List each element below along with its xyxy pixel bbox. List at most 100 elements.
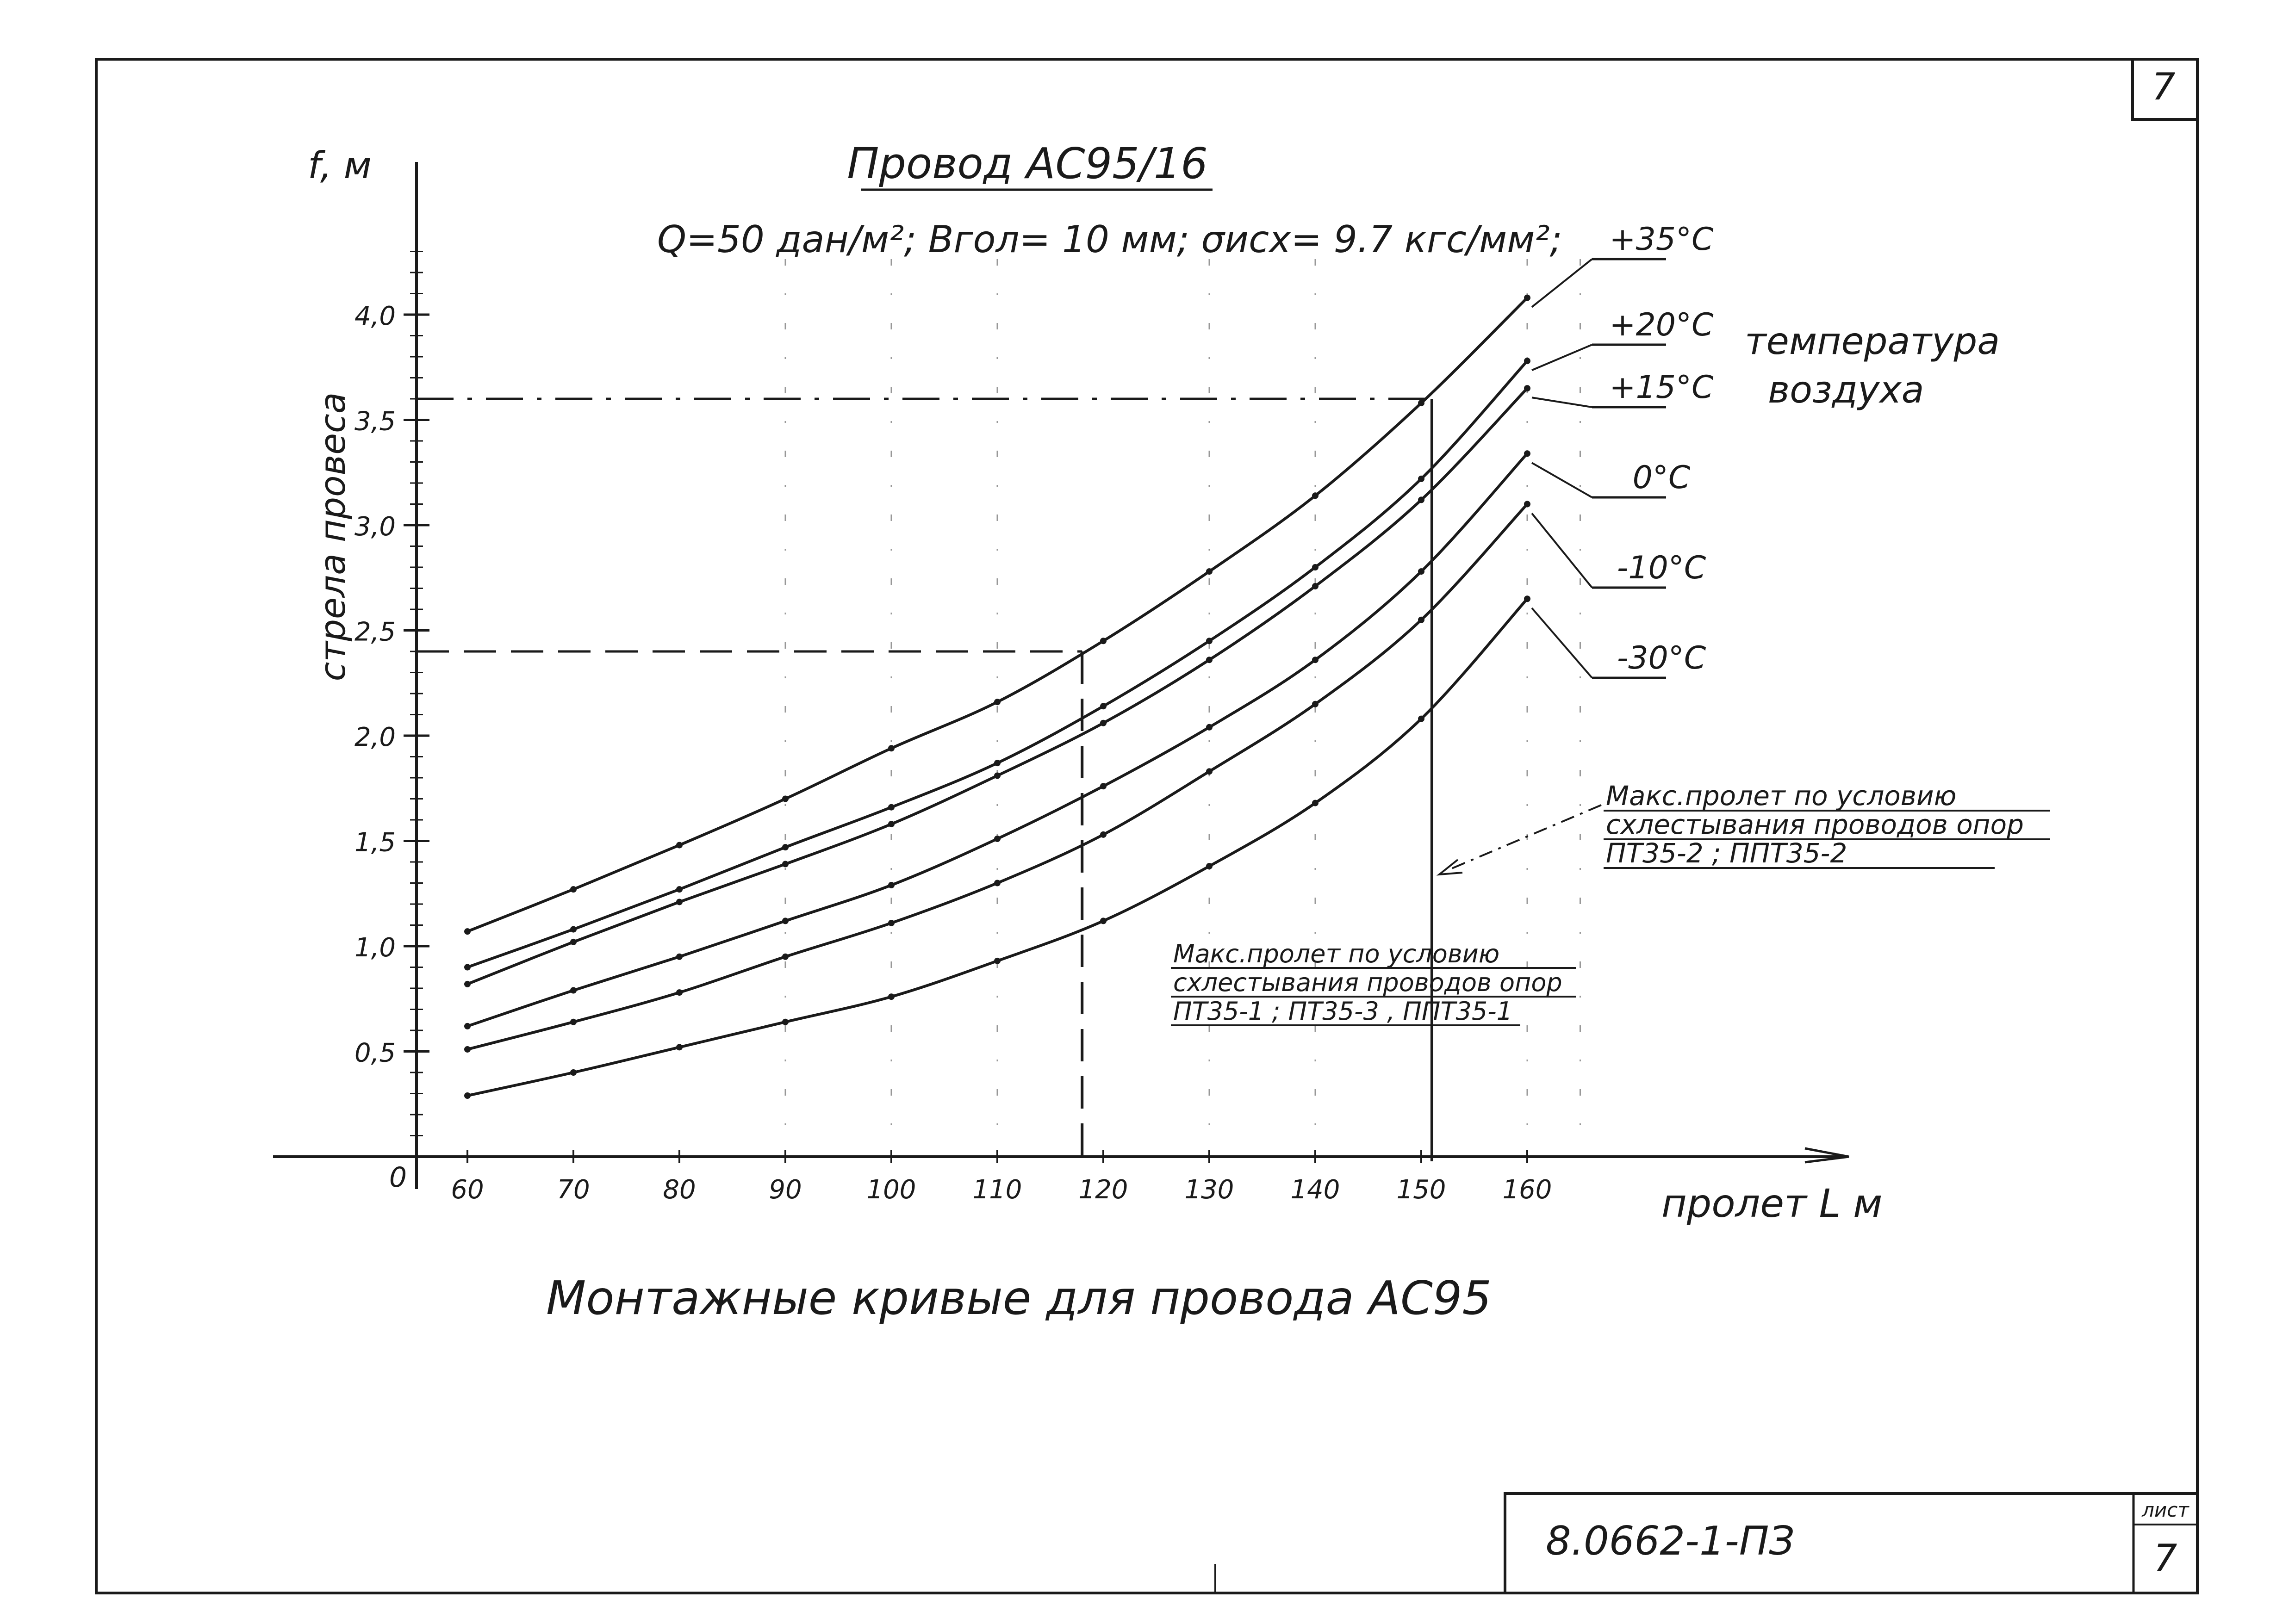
annotation-line: ПТ35-2 ; ППТ35-2 [1606,837,1847,869]
annotation-line: схлестывания проводов опор [1173,968,1562,997]
legend-label: -30°C [1617,640,1706,676]
drawing-frame [95,58,2199,1594]
legend-leader [1531,462,1592,498]
data-point [464,964,471,971]
annotation-line: ПТ35-1 ; ПТ35-3 , ППТ35-1 [1173,997,1512,1026]
title-block [1504,1492,2199,1594]
legend-leader [1531,513,1593,589]
x-tick-label: 150 [1397,1175,1446,1205]
data-point [888,804,895,811]
corner-number: 7 [2152,65,2176,108]
data-point [1312,492,1319,499]
data-point [1524,294,1530,301]
y-tick-label: 3,0 [355,512,396,542]
data-point [782,844,789,851]
data-point [570,886,577,893]
data-point [570,1069,577,1076]
data-point [1100,703,1107,710]
data-point [464,1023,471,1029]
data-point [888,882,895,889]
data-point [994,699,1001,706]
x-tick-label: 120 [1079,1175,1128,1205]
y-tick-label: 2,0 [355,722,396,752]
legend-leader [1531,397,1592,408]
series-line [466,387,1529,986]
y-tick-label: 1,5 [355,828,396,858]
y-tick-label: 0,5 [355,1038,396,1068]
annotation-line: схлестывания проводов опор [1606,809,2024,840]
data-point [1418,475,1424,482]
data-point [1312,583,1319,589]
legend-leader [1531,607,1593,679]
legend-title-line2: воздуха [1768,368,1924,411]
data-point [676,899,683,905]
data-point [1100,638,1107,645]
data-point [888,919,895,926]
y-tick-label: 4,0 [355,301,396,331]
data-point [888,821,895,828]
data-point [1206,568,1213,575]
data-point [782,953,789,960]
chart-subtitle: Q=50 дан/м²; Вгол= 10 мм; σисх= 9.7 кгс/… [657,218,1562,261]
data-point [1100,831,1107,838]
data-point [676,953,683,960]
data-point [1418,568,1424,575]
data-point [1524,385,1530,392]
y-tick-label: 3,5 [355,407,396,437]
chart-caption: Монтажные кривые для провода АС95 [546,1271,1492,1325]
data-point [1206,768,1213,775]
annotation-arrow [1436,859,1463,876]
data-point [676,842,683,849]
legend-title-line1: температура [1745,320,2000,363]
data-point [464,980,471,987]
legend-label: 0°C [1633,459,1691,496]
data-point [1206,657,1213,663]
origin-label: 0 [389,1161,407,1194]
data-point [1206,724,1213,731]
x-tick-label: 130 [1185,1175,1234,1205]
legend-leader [1531,258,1593,308]
x-tick-label: 100 [867,1175,916,1205]
x-tick-label: 140 [1291,1175,1340,1205]
data-point [1524,358,1530,365]
data-point [464,1092,471,1099]
axes-layer: 0,5 1,0 1,5 2,0 2,5 3,0 3,5 4,0 60 70 80 90 100 110 12… [273,162,1849,1205]
reference-lines [417,397,1433,1161]
legend-label: -10°C [1617,550,1706,586]
data-point [994,760,1001,767]
data-point [1100,719,1107,726]
data-point [1312,700,1319,707]
data-point [1524,595,1530,602]
y-tick-label: 2,5 [355,617,396,647]
legend-layer: +35°C +20°C +15°C 0°C -10°C -30°C [1531,221,1714,679]
data-point [1100,917,1107,924]
x-tick-label: 60 [451,1175,484,1205]
legend-label: +35°C [1610,221,1714,258]
data-point [782,917,789,924]
series-line [466,297,1529,933]
series-line [467,452,1529,1028]
data-point [782,861,789,868]
series-layer [464,294,1530,1099]
data-point [676,886,683,893]
data-point [464,1046,471,1053]
y-tick-label: 1,0 [355,933,396,963]
x-axis-arrow [1804,1147,1849,1164]
annotation-leader [1448,804,1602,871]
legend-label: +20°C [1610,307,1714,343]
sheet-number: 7 [2154,1537,2177,1580]
corner-number-box [2131,58,2199,121]
data-point [994,957,1001,964]
data-point [994,772,1001,779]
data-point [994,880,1001,886]
data-point [1206,863,1213,870]
series-line [466,360,1529,969]
data-point [1418,400,1424,407]
data-point [1418,715,1424,722]
data-point [464,928,471,935]
data-point [782,795,789,802]
x-tick-label: 90 [769,1175,802,1205]
data-point [1206,638,1213,645]
data-point [1312,657,1319,663]
